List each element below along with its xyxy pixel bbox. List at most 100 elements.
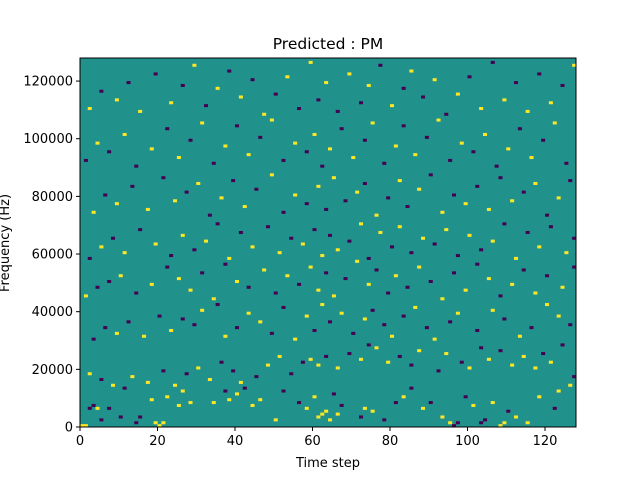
heatmap-cell <box>169 328 174 333</box>
heatmap-cell <box>401 124 406 128</box>
heatmap-cell <box>258 398 263 402</box>
heatmap-cell <box>517 127 522 131</box>
heatmap-cell <box>304 150 309 154</box>
heatmap-cell <box>347 352 352 356</box>
heatmap-cell <box>479 107 484 111</box>
heatmap-cell <box>227 69 232 73</box>
heatmap-cell <box>506 409 511 413</box>
heatmap-cell <box>281 210 286 214</box>
heatmap-cell <box>269 331 274 335</box>
heatmap-cell <box>417 349 422 353</box>
heatmap-cell <box>552 406 557 410</box>
heatmap-cell <box>157 314 162 318</box>
heatmap-cell <box>568 323 573 327</box>
heatmap-cell <box>548 360 553 364</box>
heatmap-cell <box>250 245 255 249</box>
heatmap-cell <box>417 265 422 269</box>
heatmap-cell <box>207 213 212 217</box>
heatmap-cell <box>211 297 216 301</box>
heatmap-cell <box>328 147 333 151</box>
heatmap-cell <box>316 184 321 188</box>
heatmap-cell <box>130 184 135 188</box>
heatmap-cell <box>440 210 445 214</box>
heatmap-cell <box>114 331 119 335</box>
heatmap-cell <box>351 331 356 335</box>
heatmap-cell <box>393 144 398 148</box>
heatmap-cells <box>80 60 577 428</box>
heatmap-cell <box>413 153 418 157</box>
heatmap-cell <box>355 259 360 263</box>
heatmap-cell <box>393 401 398 405</box>
heatmap-cell <box>471 150 476 154</box>
heatmap-cell <box>184 372 189 376</box>
heatmap-cell <box>308 60 313 64</box>
heatmap-cell <box>521 190 526 194</box>
heatmap-cell <box>219 360 224 364</box>
heatmap-cell <box>223 389 228 393</box>
heatmap-cell <box>149 282 154 286</box>
x-tick-label: 40 <box>227 434 244 449</box>
heatmap-cell <box>281 389 286 393</box>
heatmap-cell <box>266 225 271 229</box>
heatmap-cell <box>324 207 329 211</box>
heatmap-cell <box>312 328 317 333</box>
heatmap-cell <box>273 92 278 96</box>
heatmap-cell <box>223 144 228 148</box>
heatmap-cell <box>188 401 193 405</box>
heatmap-cell <box>448 158 453 162</box>
heatmap-cell <box>99 89 104 93</box>
heatmap-cell <box>498 424 503 428</box>
heatmap-cell <box>378 230 383 234</box>
heatmap-cell <box>424 326 429 330</box>
plot-frame <box>79 57 577 428</box>
heatmap-cell <box>339 403 344 407</box>
y-tick-label: 60000 <box>32 248 73 263</box>
heatmap-cell <box>335 412 340 416</box>
heatmap-cell <box>355 190 360 194</box>
heatmap-cell <box>99 245 104 249</box>
y-tick-label: 120000 <box>23 75 73 90</box>
heatmap-cell <box>188 138 193 142</box>
heatmap-cell <box>386 291 391 295</box>
heatmap-cell <box>421 95 426 99</box>
heatmap-cell <box>475 184 480 188</box>
heatmap-cell <box>479 346 484 350</box>
heatmap-cell <box>467 75 472 79</box>
heatmap-cell <box>293 193 298 197</box>
heatmap-cell <box>490 60 495 64</box>
heatmap-cell <box>107 406 112 410</box>
heatmap-cell <box>564 251 569 255</box>
heatmap-cell <box>300 360 305 364</box>
x-axis-label: Time step <box>295 456 360 471</box>
heatmap-cell <box>572 236 577 240</box>
heatmap-cell <box>525 421 530 425</box>
heatmap-cell <box>432 242 437 246</box>
heatmap-cell <box>490 308 495 312</box>
heatmap-cell <box>219 196 224 200</box>
heatmap-cell <box>502 98 507 102</box>
heatmap-cell <box>281 305 286 309</box>
heatmap-cell <box>486 357 491 361</box>
heatmap-cell <box>382 323 387 327</box>
heatmap-cell <box>285 274 290 278</box>
heatmap-cell <box>452 193 457 197</box>
heatmap-cell <box>103 326 108 330</box>
heatmap-cell <box>227 256 232 260</box>
heatmap-cell <box>200 271 205 275</box>
heatmap-cell <box>204 104 209 108</box>
heatmap-cell <box>157 424 162 428</box>
heatmap-cell <box>324 81 329 85</box>
heatmap-cell <box>142 334 147 338</box>
heatmap-cell <box>390 334 395 338</box>
heatmap-cell <box>490 401 495 405</box>
heatmap-cell <box>545 303 550 307</box>
heatmap-cell <box>316 98 321 102</box>
heatmap-cell <box>366 83 371 87</box>
heatmap-cell <box>572 265 577 269</box>
heatmap-cell <box>390 245 395 249</box>
heatmap-cell <box>502 222 507 226</box>
heatmap-cell <box>401 314 406 318</box>
heatmap-cell <box>300 242 305 246</box>
heatmap-cell <box>118 415 123 419</box>
heatmap-cell <box>421 406 426 410</box>
